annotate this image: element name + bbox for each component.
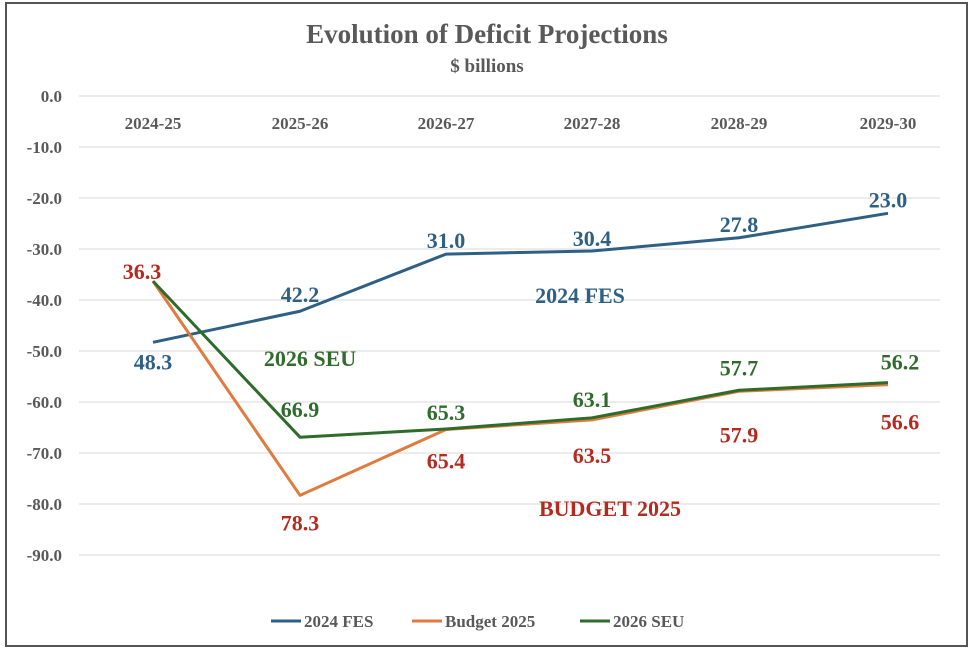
y-tick-label: -80.0 xyxy=(27,495,62,514)
chart-frame xyxy=(5,2,968,647)
x-tick-label: 2026-27 xyxy=(418,114,475,133)
data-label: 48.3 xyxy=(134,349,173,374)
data-label: 78.3 xyxy=(281,510,320,535)
data-label: 57.7 xyxy=(720,355,759,380)
data-label: 57.9 xyxy=(720,422,759,447)
series-annotation: BUDGET 2025 xyxy=(539,496,681,521)
data-label: 65.4 xyxy=(427,449,466,474)
legend-item[interactable]: Budget 2025 xyxy=(412,612,535,631)
legend-item[interactable]: 2026 SEU xyxy=(580,612,684,631)
data-label: 56.6 xyxy=(881,410,920,435)
y-tick-label: 0.0 xyxy=(41,87,62,106)
data-label: 36.3 xyxy=(123,259,162,284)
data-label: 63.5 xyxy=(573,443,612,468)
x-tick-label: 2027-28 xyxy=(564,114,621,133)
y-tick-label: -50.0 xyxy=(27,342,62,361)
legend-item[interactable]: 2024 FES xyxy=(271,612,373,631)
x-tick-label: 2028-29 xyxy=(711,114,768,133)
data-label: 63.1 xyxy=(573,387,612,412)
series-line-2024-fes xyxy=(152,211,889,344)
legend-label: Budget 2025 xyxy=(445,612,535,631)
y-tick-label: -20.0 xyxy=(27,189,62,208)
data-label: 27.8 xyxy=(720,212,759,237)
y-tick-label: -40.0 xyxy=(27,291,62,310)
chart-subtitle: $ billions xyxy=(450,56,523,77)
chart-title: Evolution of Deficit Projections xyxy=(306,19,668,49)
data-label: 31.0 xyxy=(427,228,466,253)
data-label: 23.0 xyxy=(869,187,908,212)
x-tick-label: 2025-26 xyxy=(272,114,329,133)
y-tick-label: -30.0 xyxy=(27,240,62,259)
data-label: 30.4 xyxy=(573,226,612,251)
series-annotation: 2026 SEU xyxy=(264,346,356,371)
data-label: 42.2 xyxy=(281,282,320,307)
data-label: 66.9 xyxy=(281,397,320,422)
x-tick-label: 2029-30 xyxy=(860,114,917,133)
legend-label: 2024 FES xyxy=(304,612,373,631)
y-tick-label: -10.0 xyxy=(27,138,62,157)
y-tick-label: -90.0 xyxy=(27,546,62,565)
series-line-2026-seu xyxy=(151,280,889,439)
data-label: 56.2 xyxy=(881,350,920,375)
y-tick-label: -60.0 xyxy=(27,393,62,412)
x-tick-label: 2024-25 xyxy=(125,114,182,133)
legend-label: 2026 SEU xyxy=(613,612,684,631)
y-tick-label: -70.0 xyxy=(27,444,62,463)
series-annotation: 2024 FES xyxy=(535,283,625,308)
data-label: 65.3 xyxy=(427,400,466,425)
